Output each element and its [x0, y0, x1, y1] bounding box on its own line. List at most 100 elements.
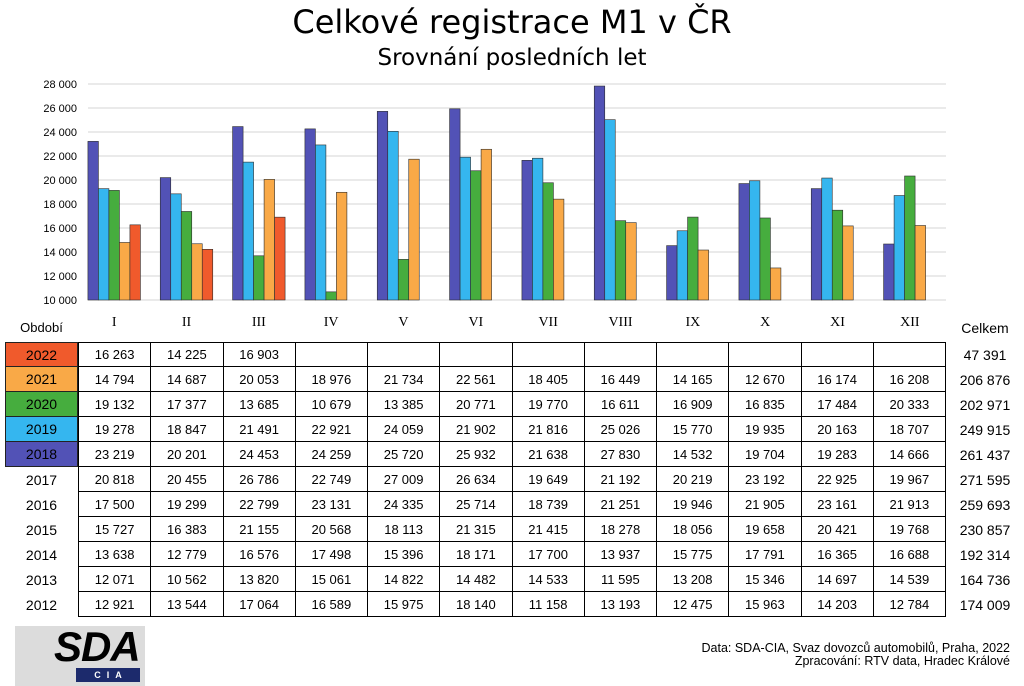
month-labels: I II III IV V VI VII VIII IX X XI XII — [78, 313, 946, 333]
row-total: 164 736 — [959, 571, 1011, 588]
processed-note: Zpracování: RTV data, Hradec Králové — [794, 654, 1010, 668]
bar-2020-VII — [542, 182, 554, 301]
table-cell: 20 201 — [151, 442, 224, 467]
table-row: 2018 23 219 20 201 24 453 24 259 25 720 25 932… — [0, 442, 1024, 467]
y-tick-label: 22 000 — [43, 151, 77, 163]
bar-2020-IX — [687, 216, 699, 301]
bar-2020-XII — [904, 175, 916, 301]
table-cell: 19 278 — [79, 417, 152, 442]
row-cells: 23 219 20 201 24 453 24 259 25 720 25 932 21 6… — [78, 442, 946, 467]
table-cell: 26 634 — [440, 467, 513, 492]
table-cell: 21 315 — [440, 517, 513, 542]
row-year-label: 2017 — [25, 471, 58, 488]
bar-2021-IV — [336, 191, 348, 301]
bar-2022-III — [274, 216, 286, 301]
table-cell: 14 165 — [657, 367, 730, 392]
bar-2020-IV — [325, 291, 337, 301]
row-year-label: 2015 — [25, 521, 58, 538]
table-cell: 22 799 — [223, 492, 296, 517]
table-row: 2016 17 500 19 299 22 799 23 131 24 335 25 714… — [0, 492, 1024, 517]
bar-2019-VIII — [604, 119, 616, 301]
bar-2018-IX — [666, 245, 678, 301]
bar-2020-XI — [831, 209, 844, 301]
gridlines — [88, 83, 946, 301]
row-cells: 13 638 12 779 16 576 17 498 15 396 18 171 17 7… — [78, 542, 946, 567]
bar-2021-IX — [697, 249, 709, 301]
bar-2018-II — [159, 177, 172, 301]
table-cell: 20 053 — [223, 367, 296, 392]
table-cell — [873, 342, 946, 367]
month-label: X — [760, 315, 771, 330]
table-cell: 13 385 — [368, 392, 441, 417]
table-cell: 11 158 — [512, 592, 585, 617]
table-row: 2017 20 818 20 455 26 786 22 749 27 009 26 634… — [0, 467, 1024, 492]
table-cell: 21 734 — [368, 367, 441, 392]
table-cell: 16 909 — [657, 392, 730, 417]
table-cell: 22 921 — [295, 417, 368, 442]
table-cell: 12 670 — [729, 367, 802, 392]
month-label: VII — [538, 315, 558, 330]
total-header: Celkem — [961, 320, 1009, 336]
table-cell: 25 932 — [440, 442, 513, 467]
table-cell: 14 225 — [151, 342, 224, 367]
bar-2019-V — [387, 130, 399, 301]
table-cell: 16 589 — [295, 592, 368, 617]
table-cell: 14 532 — [657, 442, 730, 467]
month-label: IX — [685, 315, 701, 330]
bar-2018-X — [738, 183, 750, 301]
table-cell: 25 026 — [584, 417, 657, 442]
table-cell: 21 905 — [729, 492, 802, 517]
bar-2020-VIII — [614, 220, 627, 301]
bar-2019-XI — [821, 177, 833, 301]
table-cell: 25 714 — [440, 492, 513, 517]
chart-title: Celkové registrace M1 v ČR — [292, 3, 732, 41]
table-cell — [729, 342, 802, 367]
table-cell: 14 822 — [368, 567, 441, 592]
table-cell: 13 544 — [151, 592, 224, 617]
table-cell: 18 405 — [512, 367, 585, 392]
bar-2018-XII — [883, 243, 895, 301]
table-cell: 19 946 — [657, 492, 730, 517]
table-cell — [801, 342, 874, 367]
bar-2021-XII — [914, 225, 926, 301]
table-cell: 22 925 — [801, 467, 874, 492]
bar-2020-V — [397, 259, 410, 301]
bar-2021-V — [408, 158, 420, 301]
table-cell — [295, 342, 368, 367]
sda-logo: SDA — [54, 623, 141, 670]
bar-chart: 10 000 12 000 14 000 16 000 18 000 20 000 22 0… — [43, 79, 946, 307]
table-cell: 13 208 — [657, 567, 730, 592]
table-cell: 16 611 — [584, 392, 657, 417]
month-label: XI — [830, 315, 845, 330]
row-cells: 12 921 13 544 17 064 16 589 15 975 18 140 11 1… — [78, 592, 946, 617]
row-total: 202 971 — [959, 396, 1011, 413]
legend-year-label: 2022 — [5, 342, 78, 367]
table-cell: 14 687 — [151, 367, 224, 392]
table-cell: 23 192 — [729, 467, 802, 492]
row-total: 192 314 — [959, 546, 1011, 563]
table-cell: 18 140 — [440, 592, 513, 617]
row-year-label: 2016 — [25, 496, 58, 513]
month-label: VIII — [608, 315, 633, 330]
row-year-label: 2012 — [25, 596, 58, 613]
bar-2021-X — [770, 267, 782, 301]
bar-2021-XI — [842, 225, 854, 301]
table-cell: 27 009 — [368, 467, 441, 492]
table-cell: 20 455 — [151, 467, 224, 492]
table-cell: 12 071 — [79, 567, 152, 592]
table-cell: 16 576 — [223, 542, 296, 567]
table-cell: 14 666 — [873, 442, 946, 467]
row-total: 259 693 — [959, 496, 1011, 513]
table-row: 2012 12 921 13 544 17 064 16 589 15 975 18 140… — [0, 592, 1024, 617]
month-label: II — [181, 315, 192, 330]
row-cells: 14 794 14 687 20 053 18 976 21 734 22 561 18 4… — [78, 367, 946, 392]
row-total: 174 009 — [959, 596, 1011, 613]
row-cells: 19 278 18 847 21 491 22 921 24 059 21 902 21 8… — [78, 417, 946, 442]
bar-2020-I — [108, 190, 120, 301]
table-cell: 21 902 — [440, 417, 513, 442]
table-cell — [657, 342, 730, 367]
table-cell: 20 421 — [801, 517, 874, 542]
table-row: 2021 14 794 14 687 20 053 18 976 21 734 22 561… — [0, 367, 1024, 392]
period-header: Období — [20, 320, 63, 335]
bar-2019-I — [98, 188, 110, 301]
